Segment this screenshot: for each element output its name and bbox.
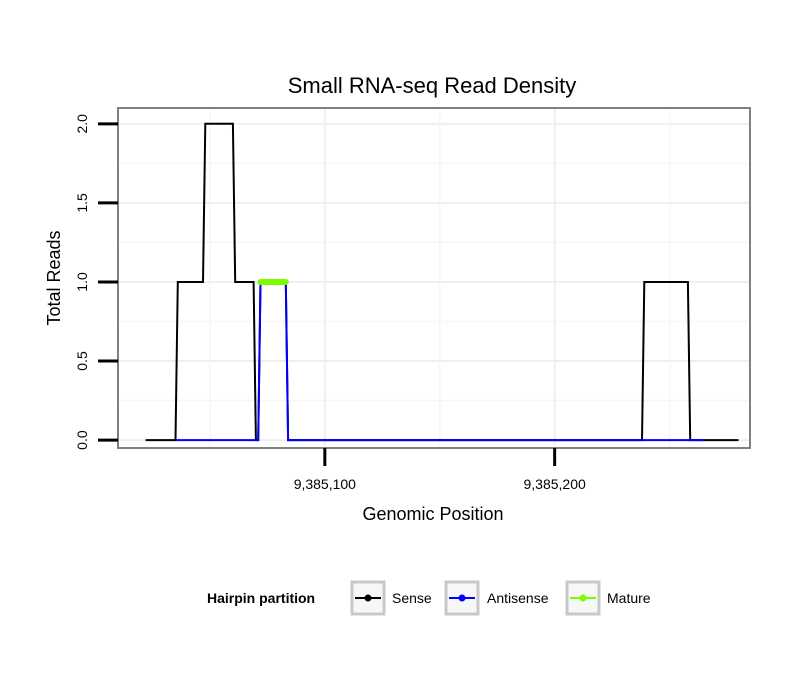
legend-key-point [364,594,372,602]
axes: 0.0 0.5 1.0 1.5 2.0 9,385,100 9,385,200 [74,114,586,492]
series-line-antisense [175,281,704,442]
series-layer [145,122,739,442]
chart-title: Small RNA-seq Read Density [288,73,577,98]
y-axis-title: Total Reads [44,230,64,325]
legend-label-antisense: Antisense [487,590,549,606]
y-tick-label: 0.0 [74,430,90,450]
x-tick-label: 9,385,100 [294,476,356,492]
legend-key-point [458,594,466,602]
legend: Hairpin partition Sense Antisense Mature [207,580,651,616]
y-tick-label: 1.5 [74,193,90,213]
y-tick-label: 2.0 [74,114,90,134]
grid [118,108,750,448]
plot-panel-border [117,107,751,449]
legend-title: Hairpin partition [207,590,315,606]
legend-label-sense: Sense [392,590,432,606]
y-tick-label: 1.0 [74,272,90,292]
legend-label-mature: Mature [607,590,651,606]
legend-key-point [579,594,587,602]
x-axis-title: Genomic Position [362,504,503,524]
y-tick-label: 0.5 [74,351,90,371]
x-tick-label: 9,385,200 [524,476,586,492]
